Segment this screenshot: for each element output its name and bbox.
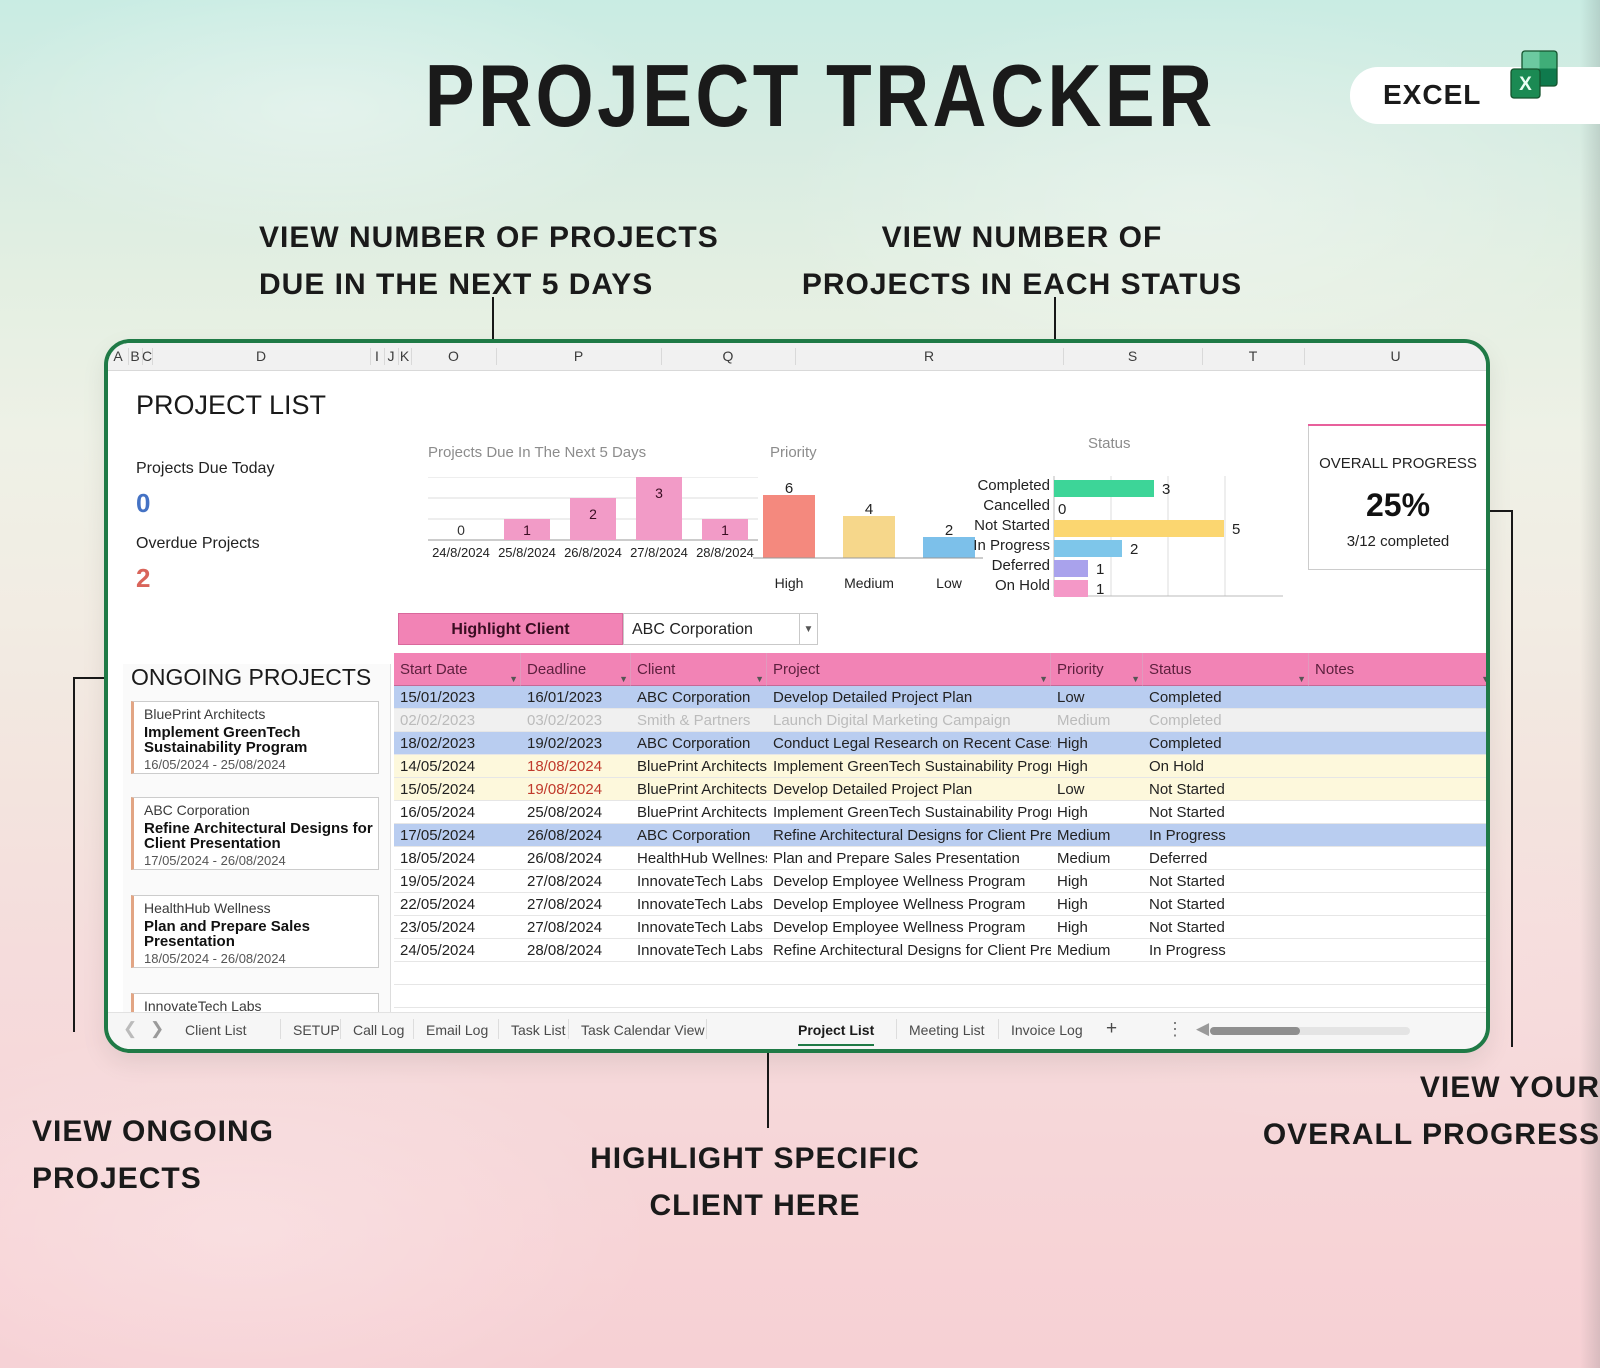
- svg-text:1: 1: [721, 522, 729, 538]
- svg-text:26/8/2024: 26/8/2024: [564, 545, 622, 560]
- svg-text:24/8/2024: 24/8/2024: [432, 545, 490, 560]
- svg-text:0: 0: [1058, 501, 1066, 518]
- svg-text:6: 6: [785, 482, 793, 497]
- svg-text:2: 2: [589, 506, 597, 522]
- svg-text:Cancelled: Cancelled: [983, 497, 1050, 514]
- svg-text:0: 0: [457, 522, 465, 538]
- svg-text:On Hold: On Hold: [995, 577, 1050, 594]
- svg-text:2: 2: [945, 522, 953, 539]
- svg-text:Deferred: Deferred: [992, 557, 1050, 574]
- svg-text:Completed: Completed: [977, 477, 1050, 494]
- svg-text:Not Started: Not Started: [974, 517, 1050, 534]
- svg-text:3: 3: [655, 485, 663, 501]
- svg-text:In Progress: In Progress: [973, 537, 1050, 554]
- svg-text:27/8/2024: 27/8/2024: [630, 545, 688, 560]
- svg-text:1: 1: [523, 522, 531, 538]
- svg-text:3: 3: [1162, 481, 1170, 498]
- svg-text:1: 1: [1096, 581, 1104, 598]
- svg-text:X: X: [1519, 74, 1532, 95]
- svg-text:2: 2: [1130, 541, 1138, 558]
- svg-text:1: 1: [1096, 561, 1104, 578]
- svg-text:4: 4: [865, 501, 873, 518]
- svg-text:25/8/2024: 25/8/2024: [498, 545, 556, 560]
- svg-text:5: 5: [1232, 521, 1240, 538]
